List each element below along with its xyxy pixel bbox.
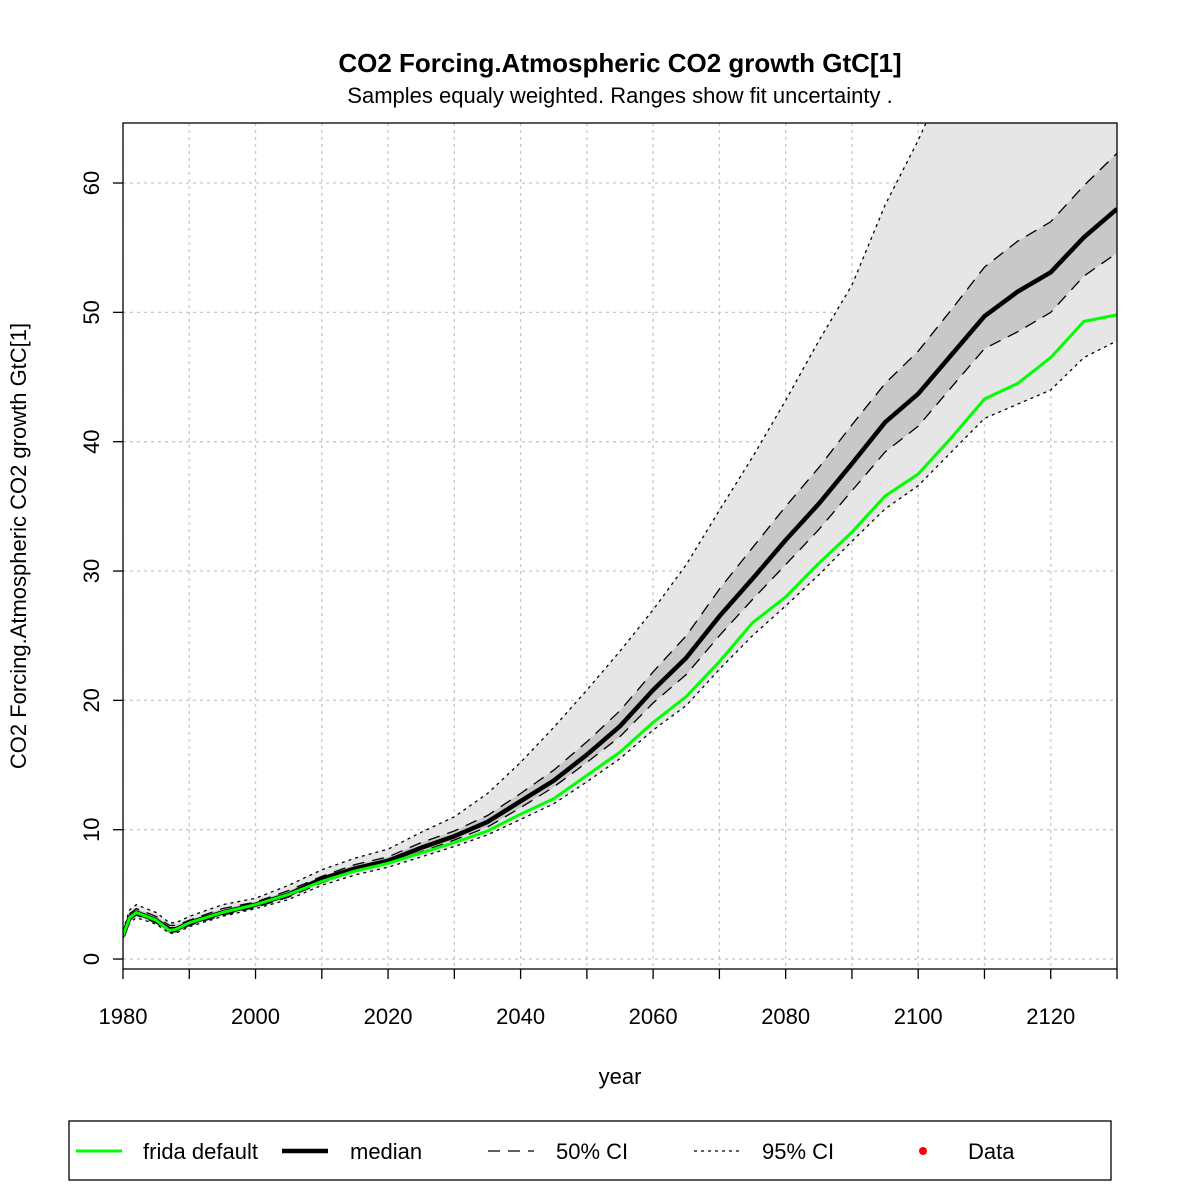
x-tick-label: 2080: [761, 1004, 810, 1029]
y-axis-label: CO2 Forcing.Atmospheric CO2 growth GtC[1…: [6, 323, 31, 769]
x-tick-label: 2120: [1026, 1004, 1075, 1029]
legend: frida default median 50% CI 95% CI Data: [76, 1139, 1015, 1164]
y-tick-label: 10: [79, 817, 104, 841]
legend-label: Data: [968, 1139, 1015, 1164]
y-tick-label: 50: [79, 300, 104, 324]
chart-title: CO2 Forcing.Atmospheric CO2 growth GtC[1…: [338, 48, 901, 78]
legend-label: median: [350, 1139, 422, 1164]
ci-line: [123, 252, 1117, 938]
legend-label: 95% CI: [762, 1139, 834, 1164]
plot-frame: [122, 122, 1118, 970]
x-tick-label: 2040: [496, 1004, 545, 1029]
x-tick-label: 1980: [99, 1004, 148, 1029]
ci-band: [123, 123, 1117, 939]
y-tick-label: 20: [79, 688, 104, 712]
x-tick-label: 2100: [894, 1004, 943, 1029]
x-tick-label: 2060: [629, 1004, 678, 1029]
legend-label: frida default: [143, 1139, 258, 1164]
y-tick-label: 30: [79, 559, 104, 583]
series-line: [123, 313, 1117, 937]
axes: 1980 2000 2020 2040 2060 2080 2100 2120 0 10 20 30 4…: [79, 122, 1118, 1029]
x-tick-label: 2020: [364, 1004, 413, 1029]
y-tick-label: 60: [79, 171, 104, 195]
x-axis-label: year: [599, 1064, 642, 1089]
legend-label: 50% CI: [556, 1139, 628, 1164]
ci-line: [123, 340, 1117, 939]
legend-marker: [919, 1147, 927, 1155]
legend-box: [68, 1120, 1112, 1181]
plot-area: [123, 123, 1117, 969]
y-tick-label: 0: [79, 953, 104, 965]
x-tick-label: 2000: [231, 1004, 280, 1029]
y-tick-label: 40: [79, 429, 104, 453]
ci-line: [123, 123, 927, 931]
ci-line: [123, 152, 1117, 934]
chart-subtitle: Samples equaly weighted. Ranges show fit…: [347, 83, 892, 108]
